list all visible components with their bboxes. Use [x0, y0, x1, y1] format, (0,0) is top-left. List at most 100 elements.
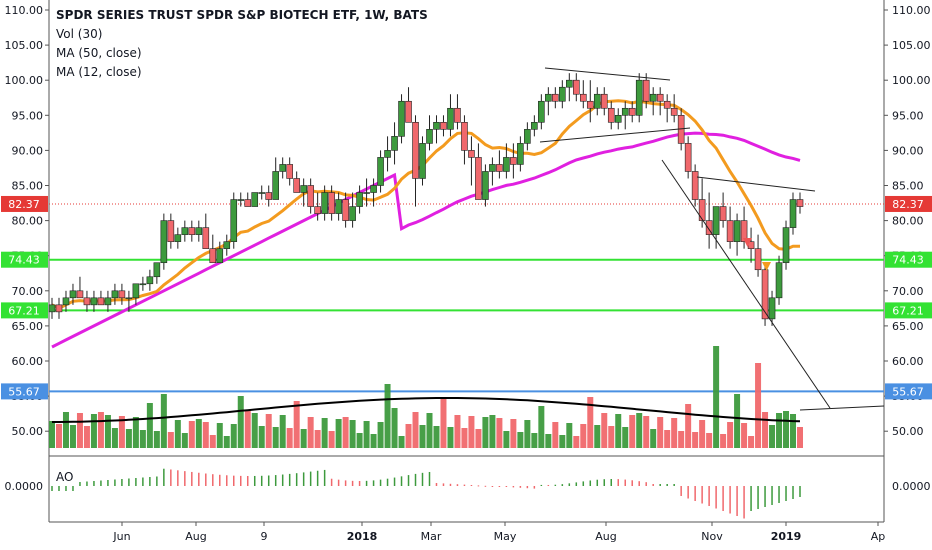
ao-bar [575, 482, 578, 486]
ao-tick-right: 0.0000 [892, 480, 931, 493]
candle-body [139, 283, 147, 286]
price-label-right-text: 67.21 [892, 304, 924, 317]
candle-body [55, 304, 63, 313]
ao-bar [435, 483, 438, 486]
volume-bar [97, 412, 104, 448]
volume-bar [342, 417, 349, 448]
volume-bar [104, 415, 111, 448]
volume-bar [237, 396, 244, 448]
candle-body [719, 206, 727, 221]
candle-body [125, 297, 133, 300]
volume-bar [265, 414, 272, 448]
ao-bar [58, 486, 60, 491]
candle-body [670, 107, 678, 116]
volume-bar [258, 426, 265, 448]
ao-bar [645, 482, 647, 486]
candle-body [635, 79, 643, 116]
ma50-line [51, 131, 801, 349]
candle-body [524, 129, 531, 144]
y-tick-label-left: 100.00 [5, 74, 44, 87]
volume-bar [160, 394, 167, 448]
price-label-left [1, 195, 48, 212]
price-label-left-text: 82.37 [8, 198, 40, 211]
price-label-left [1, 302, 48, 319]
ao-bar [540, 484, 543, 486]
candle-body [761, 269, 769, 320]
volume-bar [783, 411, 790, 448]
ao-bar [568, 483, 571, 486]
ao-bar [400, 476, 403, 486]
candle-body [202, 227, 210, 249]
candle-body [188, 227, 196, 235]
candle-body [586, 100, 594, 109]
volume-bar [496, 418, 503, 448]
volume-bar [461, 428, 468, 448]
candle-body [768, 297, 776, 320]
ao-bar [421, 472, 424, 486]
volume-bar [62, 412, 69, 448]
candle-body [663, 100, 671, 109]
volume-bar [692, 432, 699, 448]
y-tick-label-right: 95.00 [892, 109, 924, 122]
volume-bar [671, 418, 678, 448]
volume-bar [328, 431, 335, 448]
ao-bar [512, 486, 515, 488]
volume-bar [209, 435, 216, 448]
candle-body [146, 276, 154, 285]
ao-bar [365, 480, 368, 486]
volume-bar [755, 363, 762, 448]
ao-bar [274, 475, 277, 486]
candle-body [153, 262, 161, 278]
volume-bar [377, 422, 384, 448]
y-tick-label-left: 70.00 [12, 285, 44, 298]
candle-body [705, 220, 713, 235]
candle-body [48, 304, 56, 313]
candle-body [335, 199, 342, 214]
down-arrow-marker [762, 262, 771, 271]
candle-body [265, 192, 273, 200]
ao-bar [589, 480, 592, 486]
price-label-right [885, 195, 932, 212]
ao-bar [680, 486, 682, 496]
candle-body [293, 178, 300, 193]
ao-bar [778, 486, 780, 503]
candle-body [118, 290, 126, 299]
candle-body [579, 93, 587, 102]
volume-bar [713, 346, 720, 448]
volume-bar [405, 424, 412, 448]
ao-bar [198, 472, 200, 486]
ao-bar [498, 486, 501, 487]
y-tick-label-right: 90.00 [892, 144, 924, 157]
y-tick-label-left: 50.00 [12, 425, 44, 438]
candle-body [712, 206, 720, 235]
ao-bar [659, 484, 661, 486]
x-tick-label: 2018 [347, 530, 378, 543]
candle-body [656, 93, 664, 102]
volume-bar [146, 403, 153, 448]
volume-bar [587, 397, 594, 448]
ao-bar [358, 480, 361, 486]
ma12-line [51, 99, 800, 310]
volume-bar [216, 423, 223, 448]
x-tick-label: 2019 [771, 530, 802, 543]
ao-bar [414, 473, 417, 486]
volume-bar [349, 420, 356, 448]
volume-bar [748, 436, 755, 448]
volume-bar [391, 408, 398, 448]
volume-bar [188, 421, 195, 448]
ao-bar [72, 486, 74, 491]
ao-bar [79, 482, 81, 486]
y-tick-label-right: 80.00 [892, 215, 924, 228]
volume-bar [230, 424, 237, 448]
ao-bar [323, 469, 326, 486]
candle-body [482, 171, 489, 200]
ao-bar [666, 484, 668, 486]
y-tick-label-left: 85.00 [12, 180, 44, 193]
x-tick-label: May [494, 530, 517, 543]
volume-bar [503, 431, 510, 448]
volume-bar [300, 429, 307, 448]
candle-body [468, 150, 475, 158]
volume-bar [251, 413, 258, 448]
